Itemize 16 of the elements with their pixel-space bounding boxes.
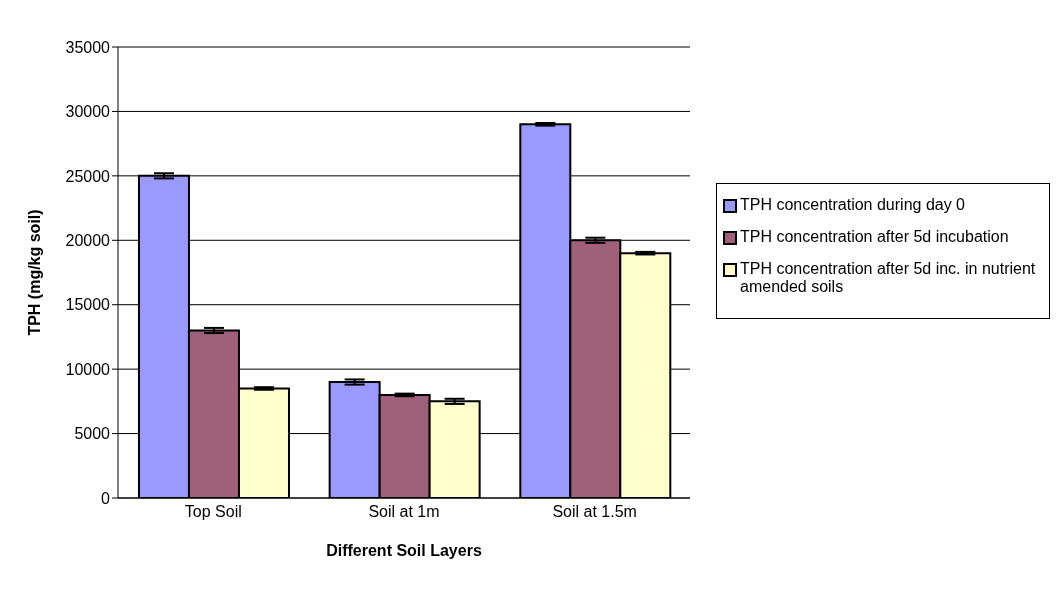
y-tick-label: 25000 — [65, 167, 111, 185]
y-tick-label: 0 — [101, 489, 111, 507]
y-axis-title: TPH (mg/kg soil) — [25, 209, 43, 336]
x-tick-label: Soil at 1m — [368, 503, 440, 521]
legend-label: TPH concentration during day 0 — [740, 196, 966, 214]
y-tick-label: 30000 — [65, 103, 111, 121]
legend-label: TPH concentration after 5d incubation — [740, 228, 1009, 246]
x-tick-label: Top Soil — [184, 503, 242, 521]
x-tick-label: Soil at 1.5m — [552, 503, 637, 521]
x-axis-title: Different Soil Layers — [326, 542, 482, 559]
y-tick-label: 10000 — [65, 360, 111, 378]
legend-label: TPH concentration after 5d inc. in nutrient amended soils — [740, 260, 1037, 296]
y-tick-label: 35000 — [65, 38, 111, 56]
y-tick-label: 20000 — [65, 231, 111, 249]
y-tick-label: 15000 — [65, 296, 111, 314]
y-tick-label: 5000 — [74, 425, 111, 443]
